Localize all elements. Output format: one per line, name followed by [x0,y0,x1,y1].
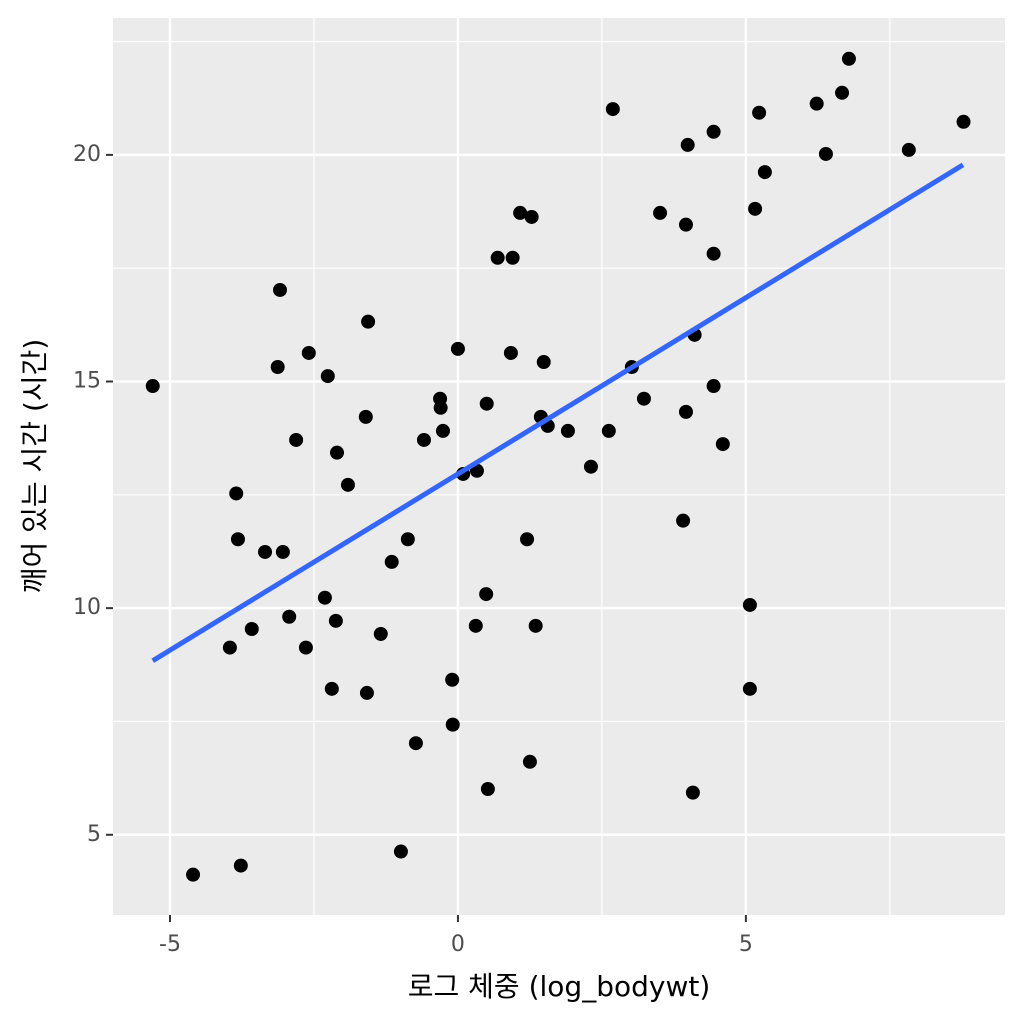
point [324,681,339,696]
point [524,209,539,224]
point [752,105,767,120]
point [435,423,450,438]
point [757,165,772,180]
point [289,432,304,447]
point [373,626,388,641]
point [835,85,850,100]
point [272,282,287,297]
point [742,681,757,696]
point [450,341,465,356]
x-axis-title: 로그 체중 (log_bodywt) [408,970,711,1003]
point [715,437,730,452]
point [408,736,423,751]
point [301,345,316,360]
point [445,717,460,732]
y-tick-label: 20 [73,142,101,167]
fit-line [151,162,965,663]
point [359,685,374,700]
point [706,246,721,261]
point [676,513,691,528]
x-tick-label: -5 [159,932,181,957]
point [258,544,273,559]
y-tick-label: 15 [73,369,101,394]
point [536,355,551,370]
point [513,205,528,220]
point [317,590,332,605]
point [742,597,757,612]
point [680,137,695,152]
point [400,532,415,547]
x-tick-label: 0 [451,932,465,957]
point [490,250,505,265]
point [503,345,518,360]
point [901,142,916,157]
point [678,217,693,232]
point [505,250,520,265]
point [809,96,824,111]
point [229,486,244,501]
point [956,114,971,129]
y-tick-label: 5 [87,822,101,847]
point [479,396,494,411]
point [748,201,763,216]
point [361,314,376,329]
point [384,554,399,569]
point [433,400,448,415]
point [358,409,373,424]
y-axis-title: 깨어 있는 시간 (시간) [18,339,51,594]
point [145,379,160,394]
point [186,867,201,882]
point [340,477,355,492]
point [330,445,345,460]
point [653,205,668,220]
point [706,379,721,394]
point [233,858,248,873]
point [328,613,343,628]
point [445,672,460,687]
point [298,640,313,655]
point [841,51,856,66]
x-tick-label: 5 [739,932,753,957]
point [416,432,431,447]
point [583,459,598,474]
point [393,844,408,859]
point [244,621,259,636]
point [320,369,335,384]
point [520,532,535,547]
point [479,587,494,602]
point [685,785,700,800]
point [270,360,285,375]
point [230,532,245,547]
point [678,404,693,419]
point [222,640,237,655]
point [605,102,620,117]
point [601,423,616,438]
y-tick-label: 10 [73,595,101,620]
point [468,618,483,633]
point [480,781,495,796]
point [818,146,833,161]
panel [113,18,1005,915]
point [706,124,721,139]
point [528,618,543,633]
point [275,544,290,559]
point [560,423,575,438]
point [522,754,537,769]
point [636,391,651,406]
point [282,609,297,624]
